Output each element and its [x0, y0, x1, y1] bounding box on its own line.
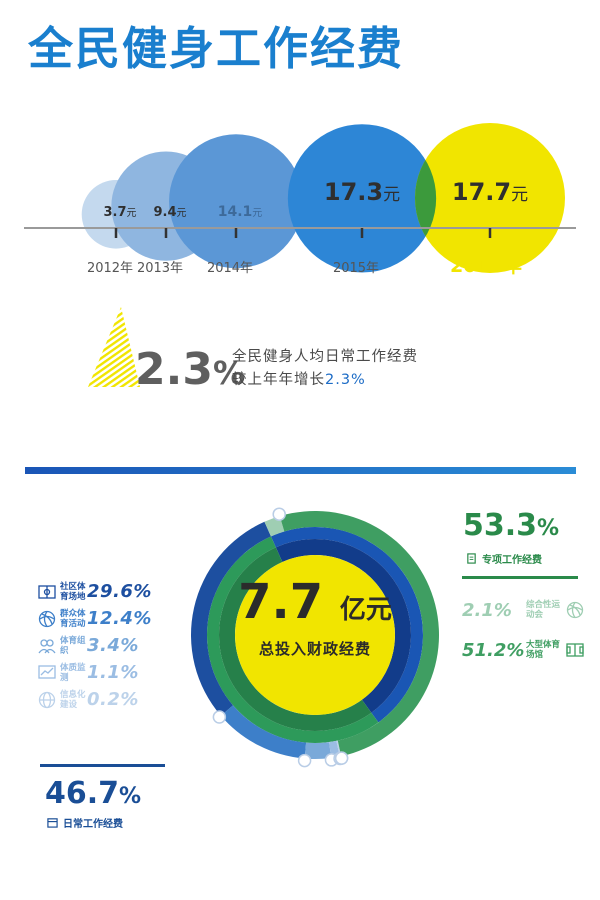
- donut-center-circle: [235, 555, 395, 715]
- bubble-chart: 3.7元 9.4元 14.1元 17.3元 17.7元 2012年 2013年 2014年 20…: [24, 123, 576, 277]
- daily-item: 群众体育活动 12.4%: [38, 605, 178, 632]
- page-title: 全民健身工作经费: [28, 22, 405, 75]
- year-label-4: 2016年: [450, 254, 522, 277]
- special-funding-list: 2.1% 综合性运动会 51.2% 大型体育场馆: [462, 590, 592, 670]
- donut-slice-people: [304, 742, 332, 759]
- special-item: 51.2% 大型体育场馆: [462, 630, 592, 670]
- special-item-value: 51.2%: [462, 639, 525, 661]
- daily-item: 信息化建设 0.2%: [38, 686, 178, 713]
- growth-value: 2.3%: [135, 344, 246, 395]
- daily-item-label: 体育组织: [60, 635, 86, 656]
- daily-label: 日常工作经费: [47, 815, 123, 830]
- daily-item-value: 3.4%: [87, 635, 139, 656]
- calendar-icon: [47, 818, 58, 828]
- people-icon: [38, 638, 56, 653]
- year-label-1: 2013年: [137, 261, 183, 276]
- marker-dot-1: [297, 753, 312, 768]
- value-label-3: 17.3元: [324, 178, 400, 206]
- donut-slice-ball: [220, 705, 307, 759]
- daily-item-label: 体质监测: [60, 662, 86, 683]
- value-label-1: 9.4元: [153, 205, 186, 220]
- globe-icon: [38, 691, 56, 708]
- special-item-value: 2.1%: [462, 599, 512, 621]
- daily-item-value: 12.4%: [87, 608, 152, 629]
- daily-item: 体育组织 3.4%: [38, 632, 178, 659]
- growth-text: 全民健身人均日常工作经费 较上年年增长2.3%: [232, 349, 418, 388]
- ring-special: [207, 536, 379, 743]
- donut-slice-special-0: [264, 516, 285, 537]
- daily-item-value: 1.1%: [87, 662, 139, 683]
- daily-item-label: 群众体育活动: [60, 608, 86, 629]
- daily-item-value: 0.2%: [87, 689, 139, 710]
- daily-item: 体质监测 1.1%: [38, 659, 178, 686]
- stadium-icon: [566, 643, 584, 657]
- bubble-2016: [415, 123, 565, 273]
- value-label-0: 3.7元: [103, 205, 136, 220]
- ball-icon: [38, 610, 56, 627]
- value-label-4: 17.7元: [452, 178, 528, 206]
- center-label: 总投入财政经费: [258, 640, 371, 658]
- daily-total: 46.7%: [45, 776, 142, 811]
- special-item: 2.1% 综合性运动会: [462, 590, 592, 630]
- bubble-2015: [287, 124, 437, 273]
- special-item-label: 大型体育场馆: [526, 640, 561, 660]
- donut-chart: [190, 507, 439, 768]
- triangle-graphic: [88, 307, 140, 387]
- year-label-3: 2015年: [333, 261, 379, 276]
- daily-item: 社区体育场地 29.6%: [38, 578, 178, 605]
- daily-item-label: 信息化建设: [60, 689, 86, 710]
- special-item-label: 综合性运动会: [526, 600, 561, 620]
- year-label-0: 2012年: [87, 261, 133, 276]
- chart-icon: [38, 664, 56, 679]
- marker-dot-6: [334, 751, 349, 765]
- field-icon: [38, 584, 56, 599]
- value-label-2: 14.1元: [218, 204, 263, 220]
- special-divider: [462, 576, 578, 579]
- daily-item-value: 29.6%: [87, 581, 152, 602]
- section-divider: [25, 467, 576, 474]
- daily-divider: [40, 764, 165, 767]
- donut-slice-field: [190, 521, 271, 716]
- center-value: 7.7: [238, 574, 324, 630]
- donut-center: 7.7 亿元 总投入财政经费: [205, 574, 425, 659]
- inner-special: [219, 547, 372, 731]
- bubble-2014: [169, 134, 303, 269]
- daily-funding-list: 社区体育场地 29.6% 群众体育活动 12.4% 体育组织 3.4% 体质监测 1.1% 信息…: [38, 578, 178, 713]
- ball-icon: [566, 601, 584, 619]
- special-total: 53.3%: [463, 508, 560, 543]
- inner-daily: [275, 539, 412, 713]
- center-unit: 亿元: [339, 595, 392, 625]
- marker-dot-5: [272, 507, 286, 521]
- document-icon: [467, 553, 476, 564]
- marker-dot-0: [212, 710, 227, 724]
- year-label-2: 2014年: [207, 261, 253, 276]
- daily-item-label: 社区体育场地: [60, 581, 86, 602]
- special-label: 专项工作经费: [466, 551, 542, 566]
